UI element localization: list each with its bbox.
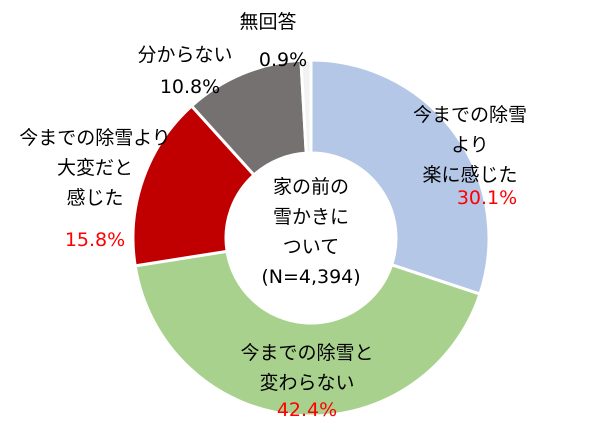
category-label: 今までの除雪より 楽に感じた bbox=[412, 104, 527, 186]
value-label: 30.1% bbox=[456, 187, 518, 209]
slice bbox=[131, 103, 257, 268]
category-label: 今までの除雪と 変わらない bbox=[240, 342, 374, 394]
value-label: 15.8% bbox=[64, 229, 126, 251]
slice bbox=[133, 249, 482, 418]
value-label: 10.8% bbox=[159, 76, 221, 98]
chart-title: 家の前の 雪かきに ついて (N=4,394) bbox=[261, 176, 361, 288]
slice bbox=[299, 58, 313, 155]
category-label: 分からない bbox=[137, 44, 233, 66]
value-label: 0.9% bbox=[258, 49, 308, 71]
value-label: 42.4% bbox=[276, 399, 338, 421]
category-label: 無回答 bbox=[239, 11, 297, 33]
category-label: 今までの除雪より 大変だと 感じた bbox=[19, 127, 171, 209]
slice bbox=[309, 58, 491, 296]
